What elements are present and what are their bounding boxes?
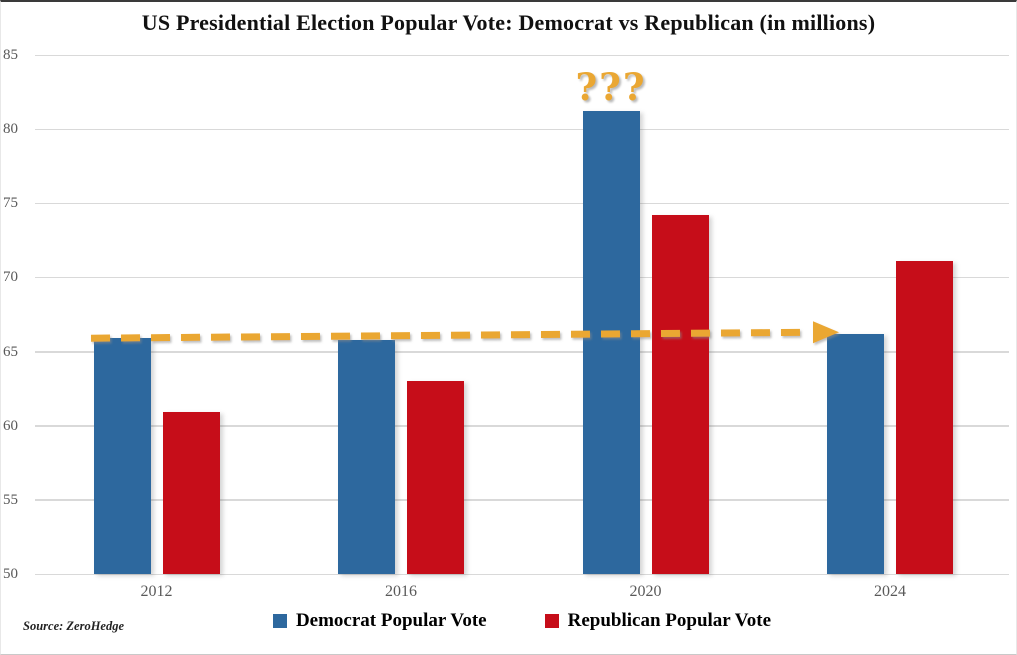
bar-republican-2020 bbox=[651, 215, 709, 574]
question-marks-annotation: ??? bbox=[575, 65, 647, 110]
chart-title: US Presidential Election Popular Vote: D… bbox=[141, 10, 876, 35]
plot-area bbox=[35, 54, 1009, 575]
bar-republican-2012 bbox=[162, 412, 220, 574]
legend-item-democrat: Democrat Popular Vote bbox=[272, 610, 487, 632]
x-axis-label-2012: 2012 bbox=[140, 583, 173, 600]
bar-democrat-2016 bbox=[338, 339, 395, 574]
gridline-85 bbox=[35, 54, 1009, 56]
gridline-80 bbox=[35, 128, 1009, 131]
gridline-65 bbox=[35, 351, 1009, 353]
source-credit: Source: ZeroHedge bbox=[23, 619, 125, 633]
y-axis-label-65: 65 bbox=[3, 343, 18, 360]
bar-republican-2016 bbox=[407, 381, 464, 574]
y-axis-label-70: 70 bbox=[3, 269, 18, 286]
republican-swatch-icon bbox=[544, 614, 559, 628]
bar-republican-2024 bbox=[896, 261, 953, 574]
y-axis-label-60: 60 bbox=[3, 417, 18, 434]
x-axis-label-2024: 2024 bbox=[874, 583, 906, 600]
bar-democrat-2024 bbox=[827, 333, 884, 574]
bar-democrat-2012 bbox=[93, 338, 151, 574]
y-axis-label-75: 75 bbox=[3, 195, 18, 212]
gridline-75 bbox=[35, 202, 1009, 205]
y-axis-label-85: 85 bbox=[3, 47, 18, 63]
gridline-50 bbox=[35, 573, 1009, 575]
y-axis-label-50: 50 bbox=[3, 566, 18, 582]
x-axis-label-2020: 2020 bbox=[629, 583, 662, 600]
gridline-60 bbox=[35, 425, 1009, 427]
legend-item-republican: Republican Popular Vote bbox=[544, 610, 772, 632]
gridline-70 bbox=[35, 276, 1009, 279]
y-axis-label-55: 55 bbox=[3, 491, 18, 508]
bar-democrat-2020 bbox=[582, 111, 640, 574]
legend: Democrat Popular Vote Republican Popular… bbox=[35, 610, 1009, 632]
gridline-55 bbox=[35, 499, 1009, 501]
legend-label-democrat: Democrat Popular Vote bbox=[295, 610, 487, 631]
y-axis-label-80: 80 bbox=[3, 121, 18, 138]
x-axis-label-2016: 2016 bbox=[385, 583, 417, 600]
democrat-swatch-icon bbox=[272, 614, 287, 628]
legend-label-republican: Republican Popular Vote bbox=[567, 610, 772, 631]
